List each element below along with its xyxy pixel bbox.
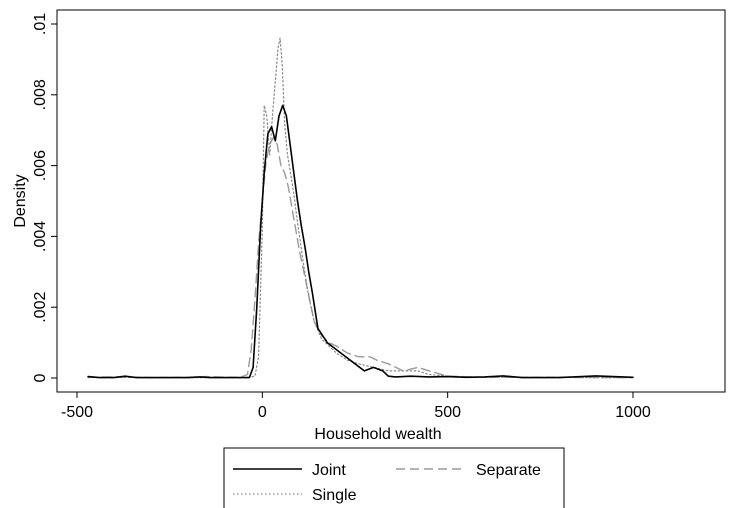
x-tick-label: 500 [434, 404, 461, 421]
x-tick-label: 1000 [615, 404, 651, 421]
y-tick-label: .002 [32, 292, 49, 323]
y-axis-title: Density [12, 174, 29, 227]
series-line-separate [87, 136, 634, 379]
legend-label-joint: Joint [312, 462, 346, 479]
series-line-joint [87, 104, 634, 379]
plot-frame [56, 9, 726, 393]
x-tick-label: 0 [258, 404, 267, 421]
legend-label-separate: Separate [476, 462, 541, 479]
legend: Joint Separate Single [223, 447, 565, 508]
series-layer [87, 37, 634, 379]
legend-box [223, 447, 565, 508]
x-axis-ticks: -500 0 500 1000 [61, 392, 651, 421]
y-tick-label: .01 [32, 13, 49, 35]
y-tick-label: .008 [32, 79, 49, 110]
legend-label-single: Single [312, 487, 357, 504]
y-axis-ticks: 0 .002 .004 .006 .008 .01 [32, 13, 57, 382]
y-tick-label: .006 [32, 150, 49, 181]
x-tick-label: -500 [61, 404, 93, 421]
series-line-single [87, 37, 634, 379]
y-tick-label: .004 [32, 221, 49, 252]
x-axis-title: Household wealth [314, 426, 441, 443]
y-tick-label: 0 [32, 373, 49, 382]
